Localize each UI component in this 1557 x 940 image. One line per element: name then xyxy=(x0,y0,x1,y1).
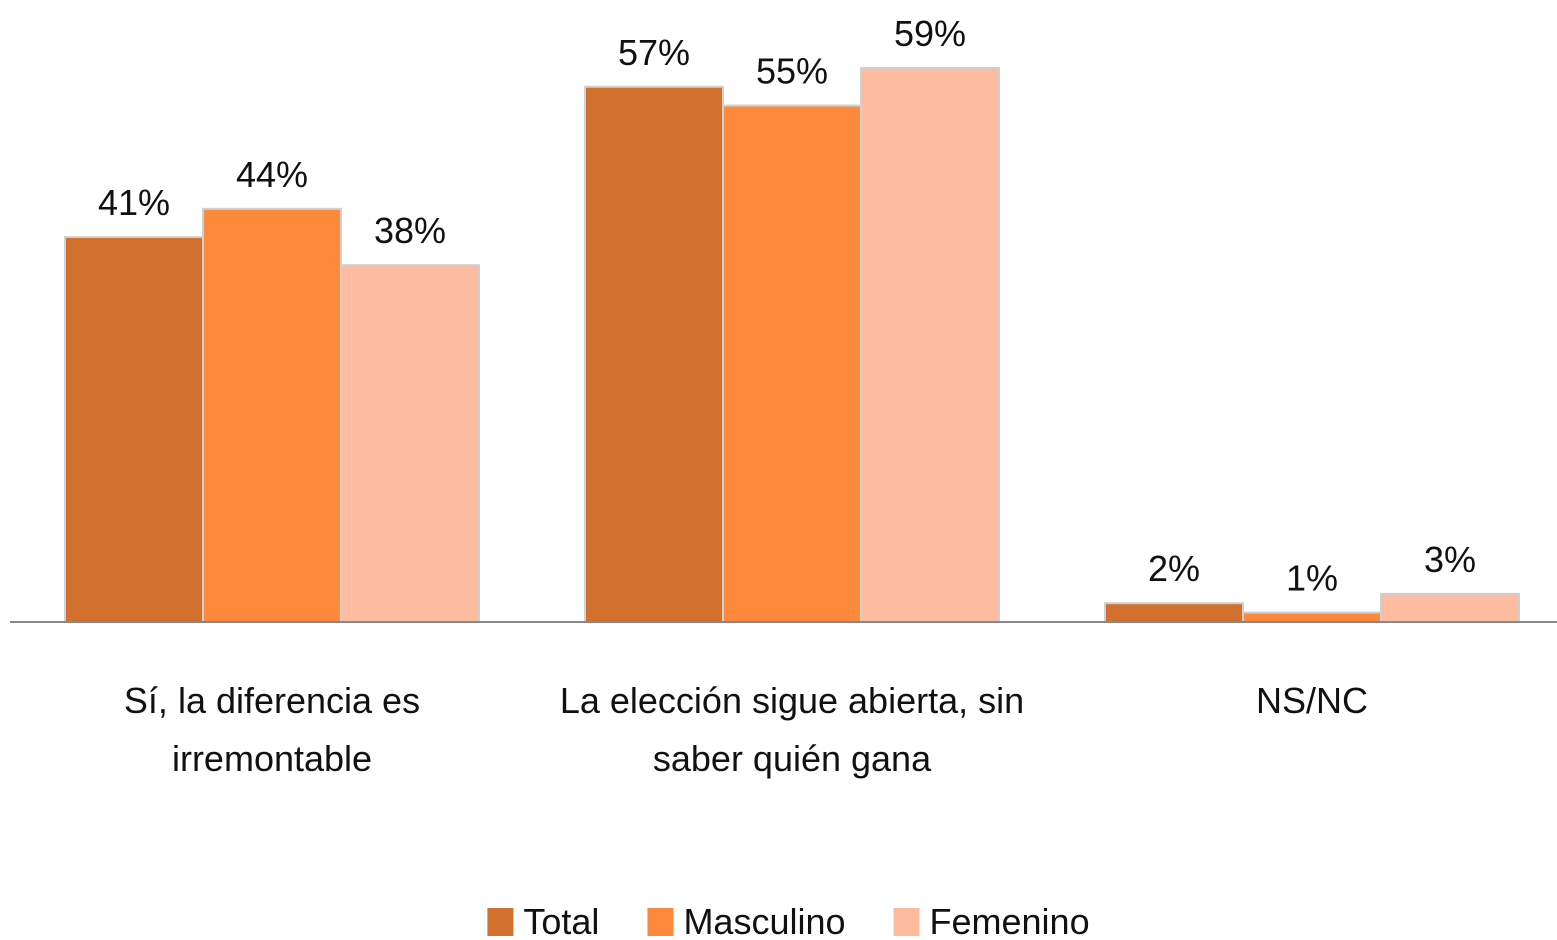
value-label: 59% xyxy=(894,13,966,54)
x-tick-label: La elección sigue abierta, sin saber qui… xyxy=(559,680,1025,779)
bar xyxy=(202,207,342,624)
bar xyxy=(64,236,204,624)
legend-label: Femenino xyxy=(930,901,1090,940)
bar xyxy=(340,264,480,623)
legend-label: Masculino xyxy=(683,901,845,940)
value-label: 57% xyxy=(618,32,690,73)
bar xyxy=(1380,592,1520,623)
legend-label: Total xyxy=(523,901,599,940)
legend-swatch xyxy=(893,908,920,936)
bar xyxy=(584,85,724,623)
legend-swatch xyxy=(487,908,514,936)
bar xyxy=(1104,602,1244,623)
bar xyxy=(860,67,1000,623)
value-label: 38% xyxy=(374,210,446,251)
value-label: 3% xyxy=(1424,539,1476,580)
value-label: 44% xyxy=(236,154,308,195)
value-label: 1% xyxy=(1286,558,1338,599)
bar xyxy=(722,104,862,623)
x-tick-label: NS/NC xyxy=(1255,680,1368,721)
value-label: 55% xyxy=(756,51,828,92)
legend-swatch xyxy=(647,908,674,936)
value-label: 41% xyxy=(98,182,170,223)
x-tick-label: Sí, la diferencia es irremontable xyxy=(123,680,421,779)
value-label: 2% xyxy=(1148,548,1200,589)
bar xyxy=(1242,611,1382,623)
